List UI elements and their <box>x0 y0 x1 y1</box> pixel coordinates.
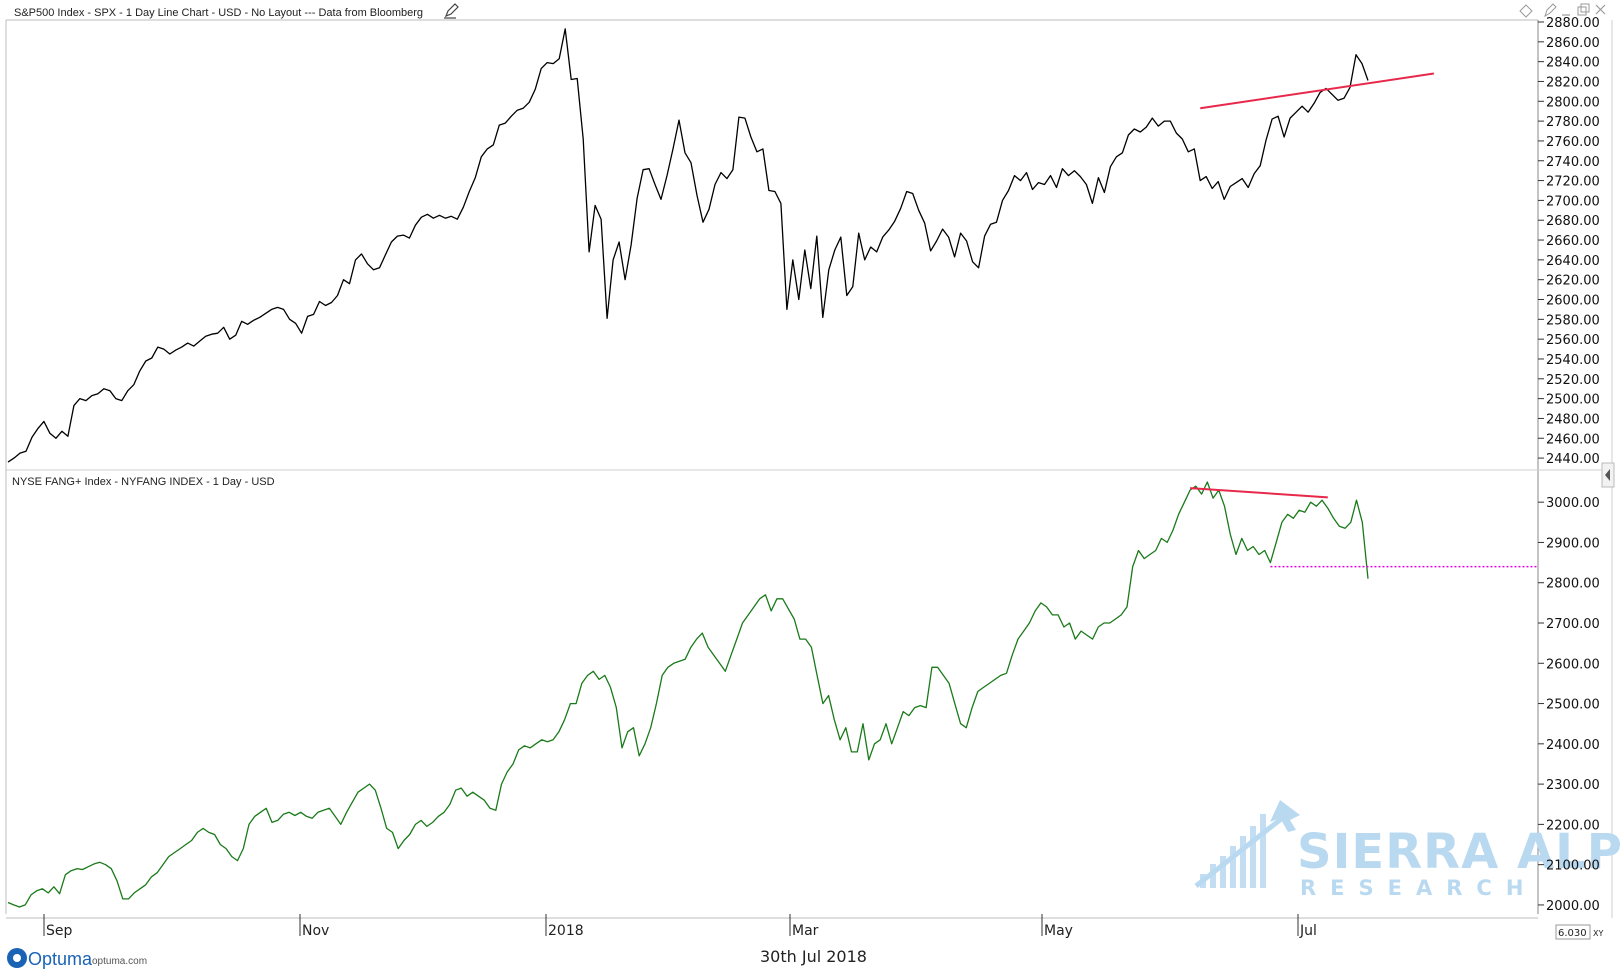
edit-icon[interactable] <box>444 3 459 19</box>
y-tick-label: 2760.00 <box>1546 135 1600 150</box>
xy-toggle[interactable]: XY <box>1593 929 1603 938</box>
spx-panel: 2880.00 2860.00 2840.00 2820.00 2800.00 2780.… <box>7 16 1600 467</box>
y-tick-label: 2740.00 <box>1546 155 1600 170</box>
y-tick-label: 2700.00 <box>1546 617 1600 632</box>
y-tick-label: 2440.00 <box>1546 452 1600 467</box>
panel-collapse-handle[interactable] <box>1601 462 1615 488</box>
current-date: 30th Jul 2018 <box>760 947 867 966</box>
y-tick-label: 2600.00 <box>1546 657 1600 672</box>
y-tick-label: 2540.00 <box>1546 353 1600 368</box>
y-tick-label: 2000.00 <box>1546 899 1600 914</box>
y-tick-label: 2600.00 <box>1546 294 1600 309</box>
zoom-box[interactable]: 6.030 XY <box>1555 924 1603 940</box>
watermark-title: SIERRA ALPHA <box>1297 824 1620 880</box>
brand-name: Optuma <box>28 949 93 969</box>
x-tick-label: May <box>1044 923 1073 939</box>
y-tick-label: 2620.00 <box>1546 274 1600 289</box>
x-tick-label: 2018 <box>548 923 584 939</box>
trendline <box>1190 487 1328 499</box>
x-tick-label: Mar <box>792 923 819 939</box>
edit-icon[interactable] <box>1544 3 1557 18</box>
series-line <box>7 28 1369 463</box>
bottom-chart-title: NYSE FANG+ Index - NYFANG INDEX - 1 Day … <box>12 476 275 488</box>
y-tick-label: 2700.00 <box>1546 194 1600 209</box>
y-tick-label: 2460.00 <box>1546 432 1600 447</box>
y-tick-label: 2580.00 <box>1546 313 1600 328</box>
y-tick-label: 2680.00 <box>1546 214 1600 229</box>
y-tick-label: 2640.00 <box>1546 254 1600 269</box>
top-chart-title: S&P500 Index - SPX - 1 Day Line Chart - … <box>14 7 423 19</box>
y-tick-label: 2900.00 <box>1546 536 1600 551</box>
y-tick-label: 2520.00 <box>1546 373 1600 388</box>
y-tick-label: 2560.00 <box>1546 333 1600 348</box>
restore-icon[interactable] <box>1577 3 1590 16</box>
y-tick-label: 2100.00 <box>1546 859 1600 874</box>
y-tick-label: 2200.00 <box>1546 818 1600 833</box>
y-tick-label: 2300.00 <box>1546 778 1600 793</box>
series-line <box>7 481 1369 908</box>
y-tick-label: 3000.00 <box>1546 496 1600 511</box>
diamond-icon[interactable] <box>1519 4 1533 18</box>
y-tick-label: 2820.00 <box>1546 75 1600 90</box>
trendline <box>1200 72 1435 110</box>
x-tick-label: Sep <box>46 923 73 939</box>
sierra-alpha-logo: SIERRA ALPHA RESEARCH <box>1194 800 1620 900</box>
y-tick-label: 2500.00 <box>1546 393 1600 408</box>
x-tick-label: Nov <box>302 923 329 939</box>
brand-site: optuma.com <box>92 956 147 967</box>
x-axis: Sep Nov 2018 Mar May Jul <box>43 914 1317 939</box>
y-tick-label: 2400.00 <box>1546 738 1600 753</box>
y-tick-label: 2840.00 <box>1546 56 1600 71</box>
y-tick-label: 2800.00 <box>1546 95 1600 110</box>
y-tick-label: 2780.00 <box>1546 115 1600 130</box>
watermark-subtitle: RESEARCH <box>1300 876 1537 900</box>
y-tick-label: 2720.00 <box>1546 175 1600 190</box>
y-tick-label: 2860.00 <box>1546 36 1600 51</box>
optuma-logo: Optuma optuma.com <box>7 948 147 969</box>
y-tick-label: 2500.00 <box>1546 698 1600 713</box>
close-icon[interactable] <box>1595 4 1606 15</box>
x-tick-label: Jul <box>1299 923 1317 939</box>
y-tick-label: 2660.00 <box>1546 234 1600 249</box>
y-tick-label: 2800.00 <box>1546 577 1600 592</box>
y-tick-label: 2480.00 <box>1546 412 1600 427</box>
y-tick-label: 2880.00 <box>1546 16 1600 31</box>
nyfang-panel: 3000.00 2900.00 2800.00 2700.00 2600.00 2500.… <box>7 481 1600 914</box>
zoom-value: 6.030 <box>1558 928 1587 939</box>
